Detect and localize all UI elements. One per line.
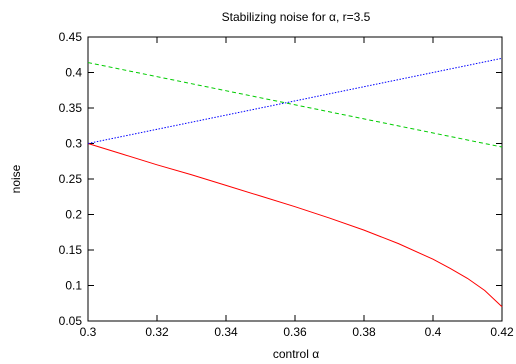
y-tick-label: 0.3 bbox=[65, 137, 82, 151]
y-axis-title: noise bbox=[9, 164, 23, 193]
x-tick-label: 0.42 bbox=[490, 325, 514, 339]
x-tick-label: 0.36 bbox=[283, 325, 307, 339]
x-tick-label: 0.38 bbox=[352, 325, 376, 339]
series-line-3 bbox=[87, 57, 503, 144]
x-tick-label: 0.4 bbox=[425, 325, 442, 339]
y-tick-label: 0.25 bbox=[59, 172, 83, 186]
y-tick-label: 0.45 bbox=[59, 30, 83, 44]
chart-title: Stabilizing noise for α, r=3.5 bbox=[222, 10, 371, 24]
x-tick-label: 0.3 bbox=[80, 325, 97, 339]
x-tick-label: 0.34 bbox=[214, 325, 238, 339]
y-tick-label: 0.1 bbox=[65, 279, 82, 293]
x-tick-label: 0.32 bbox=[145, 325, 169, 339]
y-tick-label: 0.4 bbox=[65, 66, 82, 80]
y-tick-labels: 0.05 0.1 0.15 0.2 0.25 0.3 0.35 0.4 0.45 bbox=[59, 30, 83, 328]
y-tick-label: 0.05 bbox=[59, 314, 83, 328]
series-line-1 bbox=[87, 143, 503, 308]
series-line-2 bbox=[87, 62, 503, 148]
x-tick-labels: 0.3 0.32 0.34 0.36 0.38 0.4 0.42 bbox=[80, 325, 514, 339]
y-tick-label: 0.35 bbox=[59, 101, 83, 115]
series-lines bbox=[87, 57, 503, 308]
axis-ticks bbox=[87, 36, 503, 322]
y-tick-label: 0.2 bbox=[65, 208, 82, 222]
x-axis-title: control α bbox=[273, 347, 319, 361]
plot-frame bbox=[87, 36, 503, 322]
y-tick-label: 0.15 bbox=[59, 243, 83, 257]
